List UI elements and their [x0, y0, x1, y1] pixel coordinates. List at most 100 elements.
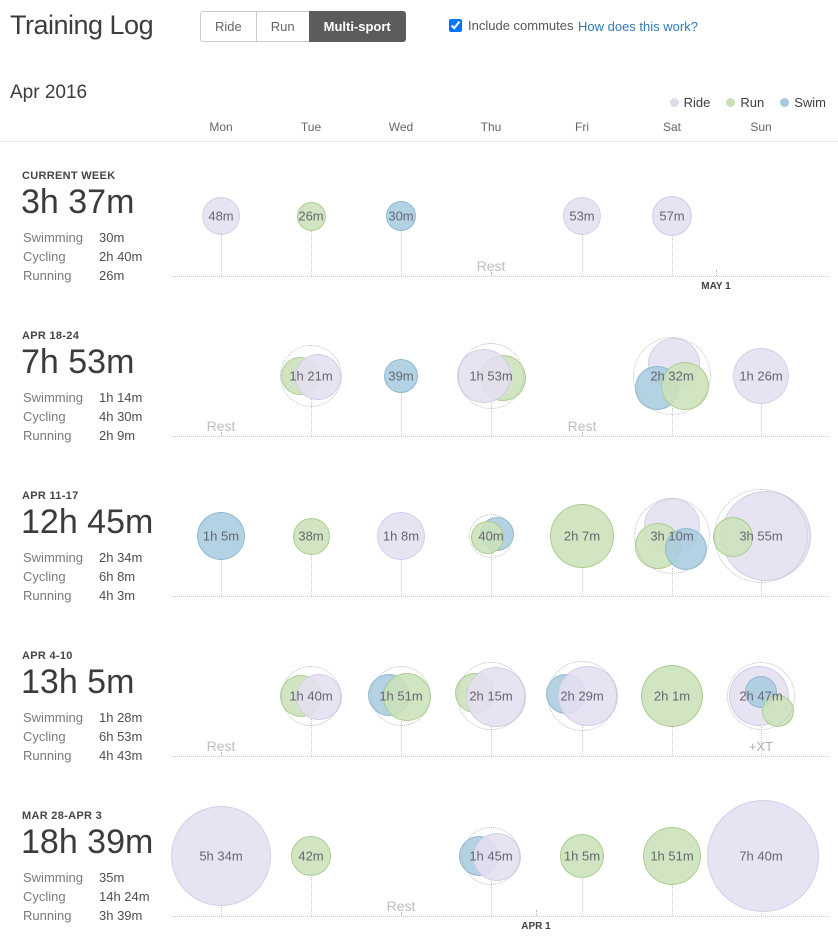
sport-filter-group: Ride Run Multi-sport — [200, 11, 406, 42]
stat-name: Swimming — [23, 550, 83, 565]
bubble-duration-label: 3h 55m — [739, 528, 783, 544]
week-total-time: 12h 45m — [21, 503, 154, 541]
week-stat-cycling: Cycling 6h 53m — [23, 729, 142, 744]
bubble-drop-line — [582, 566, 583, 596]
bubble-dotted-outline-icon — [371, 666, 431, 726]
legend-label: Run — [740, 95, 765, 110]
run-circle — [296, 201, 326, 231]
ride-legend-dot-icon — [669, 98, 679, 107]
week-stat-running: Running 3h 39m — [23, 908, 142, 923]
stat-name: Cycling — [23, 569, 66, 584]
week-baseline — [172, 756, 828, 757]
day-header-sun: Sun — [750, 120, 772, 134]
stat-name: Swimming — [23, 230, 83, 245]
ride-circle — [733, 348, 789, 404]
stat-value: 35m — [99, 870, 125, 885]
week-stat-swimming: Swimming 2h 34m — [23, 550, 142, 565]
week-stat-running: Running 26m — [23, 268, 124, 283]
bubble-duration-label: 1h 5m — [202, 528, 240, 544]
swim-circle — [386, 201, 416, 231]
bubble-drop-line — [491, 725, 492, 756]
rest-day-label: Rest — [567, 418, 597, 434]
stat-value: 1h 28m — [99, 710, 143, 725]
bubble-duration-label: 26m — [298, 208, 324, 224]
bubble-drop-line — [491, 401, 492, 436]
bubble-dotted-outline-icon — [469, 514, 513, 558]
legend-label: Ride — [683, 95, 711, 110]
week-stat-running: Running 4h 3m — [23, 588, 135, 603]
week-stat-swimming: Swimming 1h 28m — [23, 710, 142, 725]
bubble-duration-label: 40m — [478, 528, 504, 544]
date-marker-label: APR 1 — [521, 921, 551, 932]
filter-run-button[interactable]: Run — [255, 11, 309, 42]
bubble-duration-label: 1h 5m — [563, 848, 601, 864]
bubble-dotted-outline-icon — [547, 661, 617, 731]
bubble-duration-label: 53m — [569, 208, 595, 224]
ride-circle — [707, 800, 819, 912]
bubble-duration-label: 1h 21m — [289, 368, 333, 384]
bubble-duration-label: 2h 1m — [653, 688, 691, 704]
day-header-mon: Mon — [209, 120, 233, 134]
bubble-drop-line — [761, 579, 762, 596]
run-circle — [291, 836, 331, 876]
bubble-drop-line — [761, 910, 762, 916]
bubble-drop-line — [221, 904, 222, 916]
filter-multisport-button[interactable]: Multi-sport — [308, 11, 406, 42]
bubble-duration-label: 30m — [388, 208, 414, 224]
bubble-drop-line — [761, 402, 762, 436]
week-total-time: 7h 53m — [21, 343, 135, 381]
bubble-dotted-outline-icon — [462, 827, 520, 885]
bubble-drop-line — [401, 391, 402, 436]
week-baseline — [172, 916, 828, 917]
stat-name: Cycling — [23, 409, 66, 424]
bubble-drop-line — [672, 568, 673, 596]
day-header-wed: Wed — [388, 120, 414, 134]
cross-training-label: +XT — [748, 739, 774, 754]
bubble-duration-label: 1h 45m — [469, 848, 513, 864]
bubble-dotted-outline-icon — [458, 343, 524, 409]
stat-value: 2h 34m — [99, 550, 143, 565]
stat-name: Cycling — [23, 249, 66, 264]
include-commutes-checkbox[interactable] — [449, 19, 462, 32]
bubble-duration-label: 2h 32m — [650, 368, 694, 384]
bubble-duration-label: 2h 7m — [563, 528, 601, 544]
filter-ride-button[interactable]: Ride — [200, 11, 256, 42]
run-circle — [643, 827, 701, 885]
ride-circle — [171, 806, 271, 906]
legend: Ride Run Swim — [669, 95, 826, 110]
page-title: Training Log — [10, 10, 154, 40]
stat-value: 3h 39m — [99, 908, 143, 923]
bubble-drop-line — [311, 398, 312, 436]
bubble-duration-label: 38m — [298, 528, 324, 544]
stat-name: Running — [23, 268, 72, 283]
swim-circle — [384, 359, 418, 393]
bubble-drop-line — [221, 233, 222, 276]
bubble-dotted-outline-icon — [457, 662, 525, 730]
ride-circle — [377, 512, 425, 560]
bubble-duration-label: 1h 53m — [469, 368, 513, 384]
run-circle — [560, 834, 604, 878]
bubble-duration-label: 1h 8m — [382, 528, 420, 544]
bubble-duration-label: 57m — [659, 208, 685, 224]
rest-day-tick — [221, 752, 222, 756]
bubble-drop-line — [311, 552, 312, 596]
bubble-drop-line — [672, 725, 673, 756]
week-stat-swimming: Swimming 35m — [23, 870, 124, 885]
bubble-drop-line — [401, 558, 402, 596]
week-stat-cycling: Cycling 4h 30m — [23, 409, 142, 424]
stat-value: 4h 3m — [99, 588, 136, 603]
ride-circle — [202, 197, 240, 235]
stat-name: Running — [23, 748, 72, 763]
bubble-drop-line — [401, 229, 402, 276]
bubble-duration-label: 1h 51m — [650, 848, 694, 864]
help-link[interactable]: How does this work? — [578, 19, 698, 34]
stat-value: 1h 14m — [99, 390, 143, 405]
bubble-drop-line — [401, 719, 402, 756]
bubble-duration-label: 1h 51m — [379, 688, 423, 704]
week-baseline — [172, 436, 828, 437]
bubble-duration-label: 7h 40m — [739, 848, 783, 864]
bubble-drop-line — [311, 718, 312, 756]
week-stat-running: Running 4h 43m — [23, 748, 142, 763]
header-divider — [0, 141, 838, 142]
